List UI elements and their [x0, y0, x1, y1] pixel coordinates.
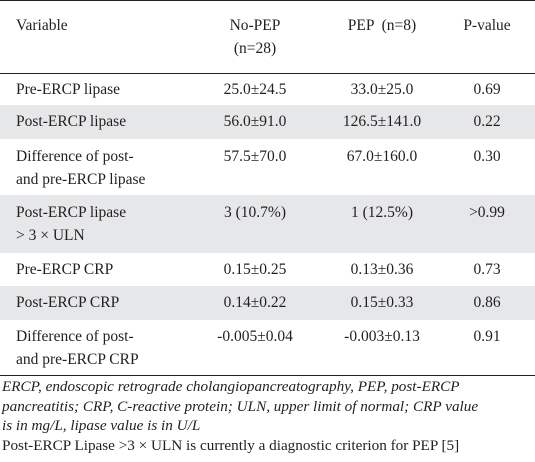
criterion-footnote: Post-ERCP Lipase >3 × ULN is currently a…: [2, 437, 460, 454]
footnote-line3: is in mg/L, lipase value is in U/L: [2, 417, 201, 434]
row-variable: Pre-ERCP lipase: [16, 81, 121, 98]
row-no-pep: 25.0±24.5: [223, 81, 287, 98]
row-no-pep: 56.0±91.0: [223, 113, 287, 130]
row-no-pep: 3 (10.7%): [224, 204, 286, 221]
table-row: Difference of post- and pre-ERCP CRP -0.…: [0, 320, 535, 375]
row-no-pep: 0.14±0.22: [223, 294, 287, 311]
header-pep: PEP (n=8): [347, 17, 417, 34]
row-p-value: >0.99: [469, 204, 505, 221]
row-variable-line1: Difference of post-: [16, 328, 134, 345]
table-bottom-rule: [0, 375, 535, 376]
header-rule: [0, 73, 535, 74]
abbreviations-footnote: ERCP, endoscopic retrograde cholangiopan…: [2, 377, 532, 436]
row-variable: Difference of post- and pre-ERCP lipase: [16, 145, 194, 191]
table-header-row: Variable No-PEP (n=28) PEP (n=8) P-value: [0, 1, 535, 73]
row-p-value: 0.73: [473, 261, 501, 278]
header-no-pep-line1: No-PEP: [229, 17, 281, 34]
row-pep: 1 (12.5%): [351, 204, 413, 221]
row-pep: 126.5±141.0: [342, 113, 422, 130]
table-top-rule: [0, 0, 535, 1]
row-variable: Post-ERCP lipase: [16, 113, 127, 130]
row-p-value: 0.30: [473, 148, 501, 165]
row-variable: Post-ERCP CRP: [16, 294, 120, 311]
row-p-value: 0.91: [473, 328, 501, 345]
table-row: Pre-ERCP CRP 0.15±0.25 0.13±0.36 0.73: [0, 253, 535, 286]
row-variable-line2: and pre-ERCP lipase: [16, 171, 146, 188]
table-row: Post-ERCP lipase > 3 × ULN 3 (10.7%) 1 (…: [0, 195, 535, 253]
row-pep: -0.003±0.13: [344, 328, 420, 345]
row-p-value: 0.22: [473, 113, 501, 130]
table-row: Difference of post- and pre-ERCP lipase …: [0, 139, 535, 195]
table-row: Pre-ERCP lipase 25.0±24.5 33.0±25.0 0.69: [0, 74, 535, 105]
table-row: Post-ERCP lipase 56.0±91.0 126.5±141.0 0…: [0, 105, 535, 139]
header-p-value: P-value: [463, 17, 511, 34]
header-variable: Variable: [16, 17, 68, 34]
row-pep: 67.0±160.0: [346, 148, 418, 165]
row-variable-line2: > 3 × ULN: [16, 227, 85, 244]
row-variable: Difference of post- and pre-ERCP CRP: [16, 325, 194, 371]
row-no-pep: 57.5±70.0: [223, 148, 287, 165]
row-variable-line1: Post-ERCP lipase: [16, 204, 127, 221]
row-variable-line1: Difference of post-: [16, 148, 134, 165]
row-variable: Pre-ERCP CRP: [16, 261, 114, 278]
row-variable: Post-ERCP lipase > 3 × ULN: [16, 201, 194, 247]
row-p-value: 0.86: [473, 294, 501, 311]
table-row: Post-ERCP CRP 0.14±0.22 0.15±0.33 0.86: [0, 286, 535, 320]
row-pep: 0.13±0.36: [350, 261, 414, 278]
header-no-pep: No-PEP (n=28): [196, 14, 314, 60]
header-no-pep-line2: (n=28): [233, 40, 277, 57]
row-pep: 0.15±0.33: [350, 294, 414, 311]
row-variable-line2: and pre-ERCP CRP: [16, 351, 139, 368]
row-p-value: 0.69: [473, 81, 501, 98]
row-no-pep: 0.15±0.25: [223, 261, 287, 278]
row-no-pep: -0.005±0.04: [217, 328, 293, 345]
footnote-line2: pancreatitis; CRP, C-reactive protein; U…: [2, 397, 479, 415]
row-pep: 33.0±25.0: [350, 81, 414, 98]
footnote-line1: ERCP, endoscopic retrograde cholangiopan…: [2, 378, 460, 395]
